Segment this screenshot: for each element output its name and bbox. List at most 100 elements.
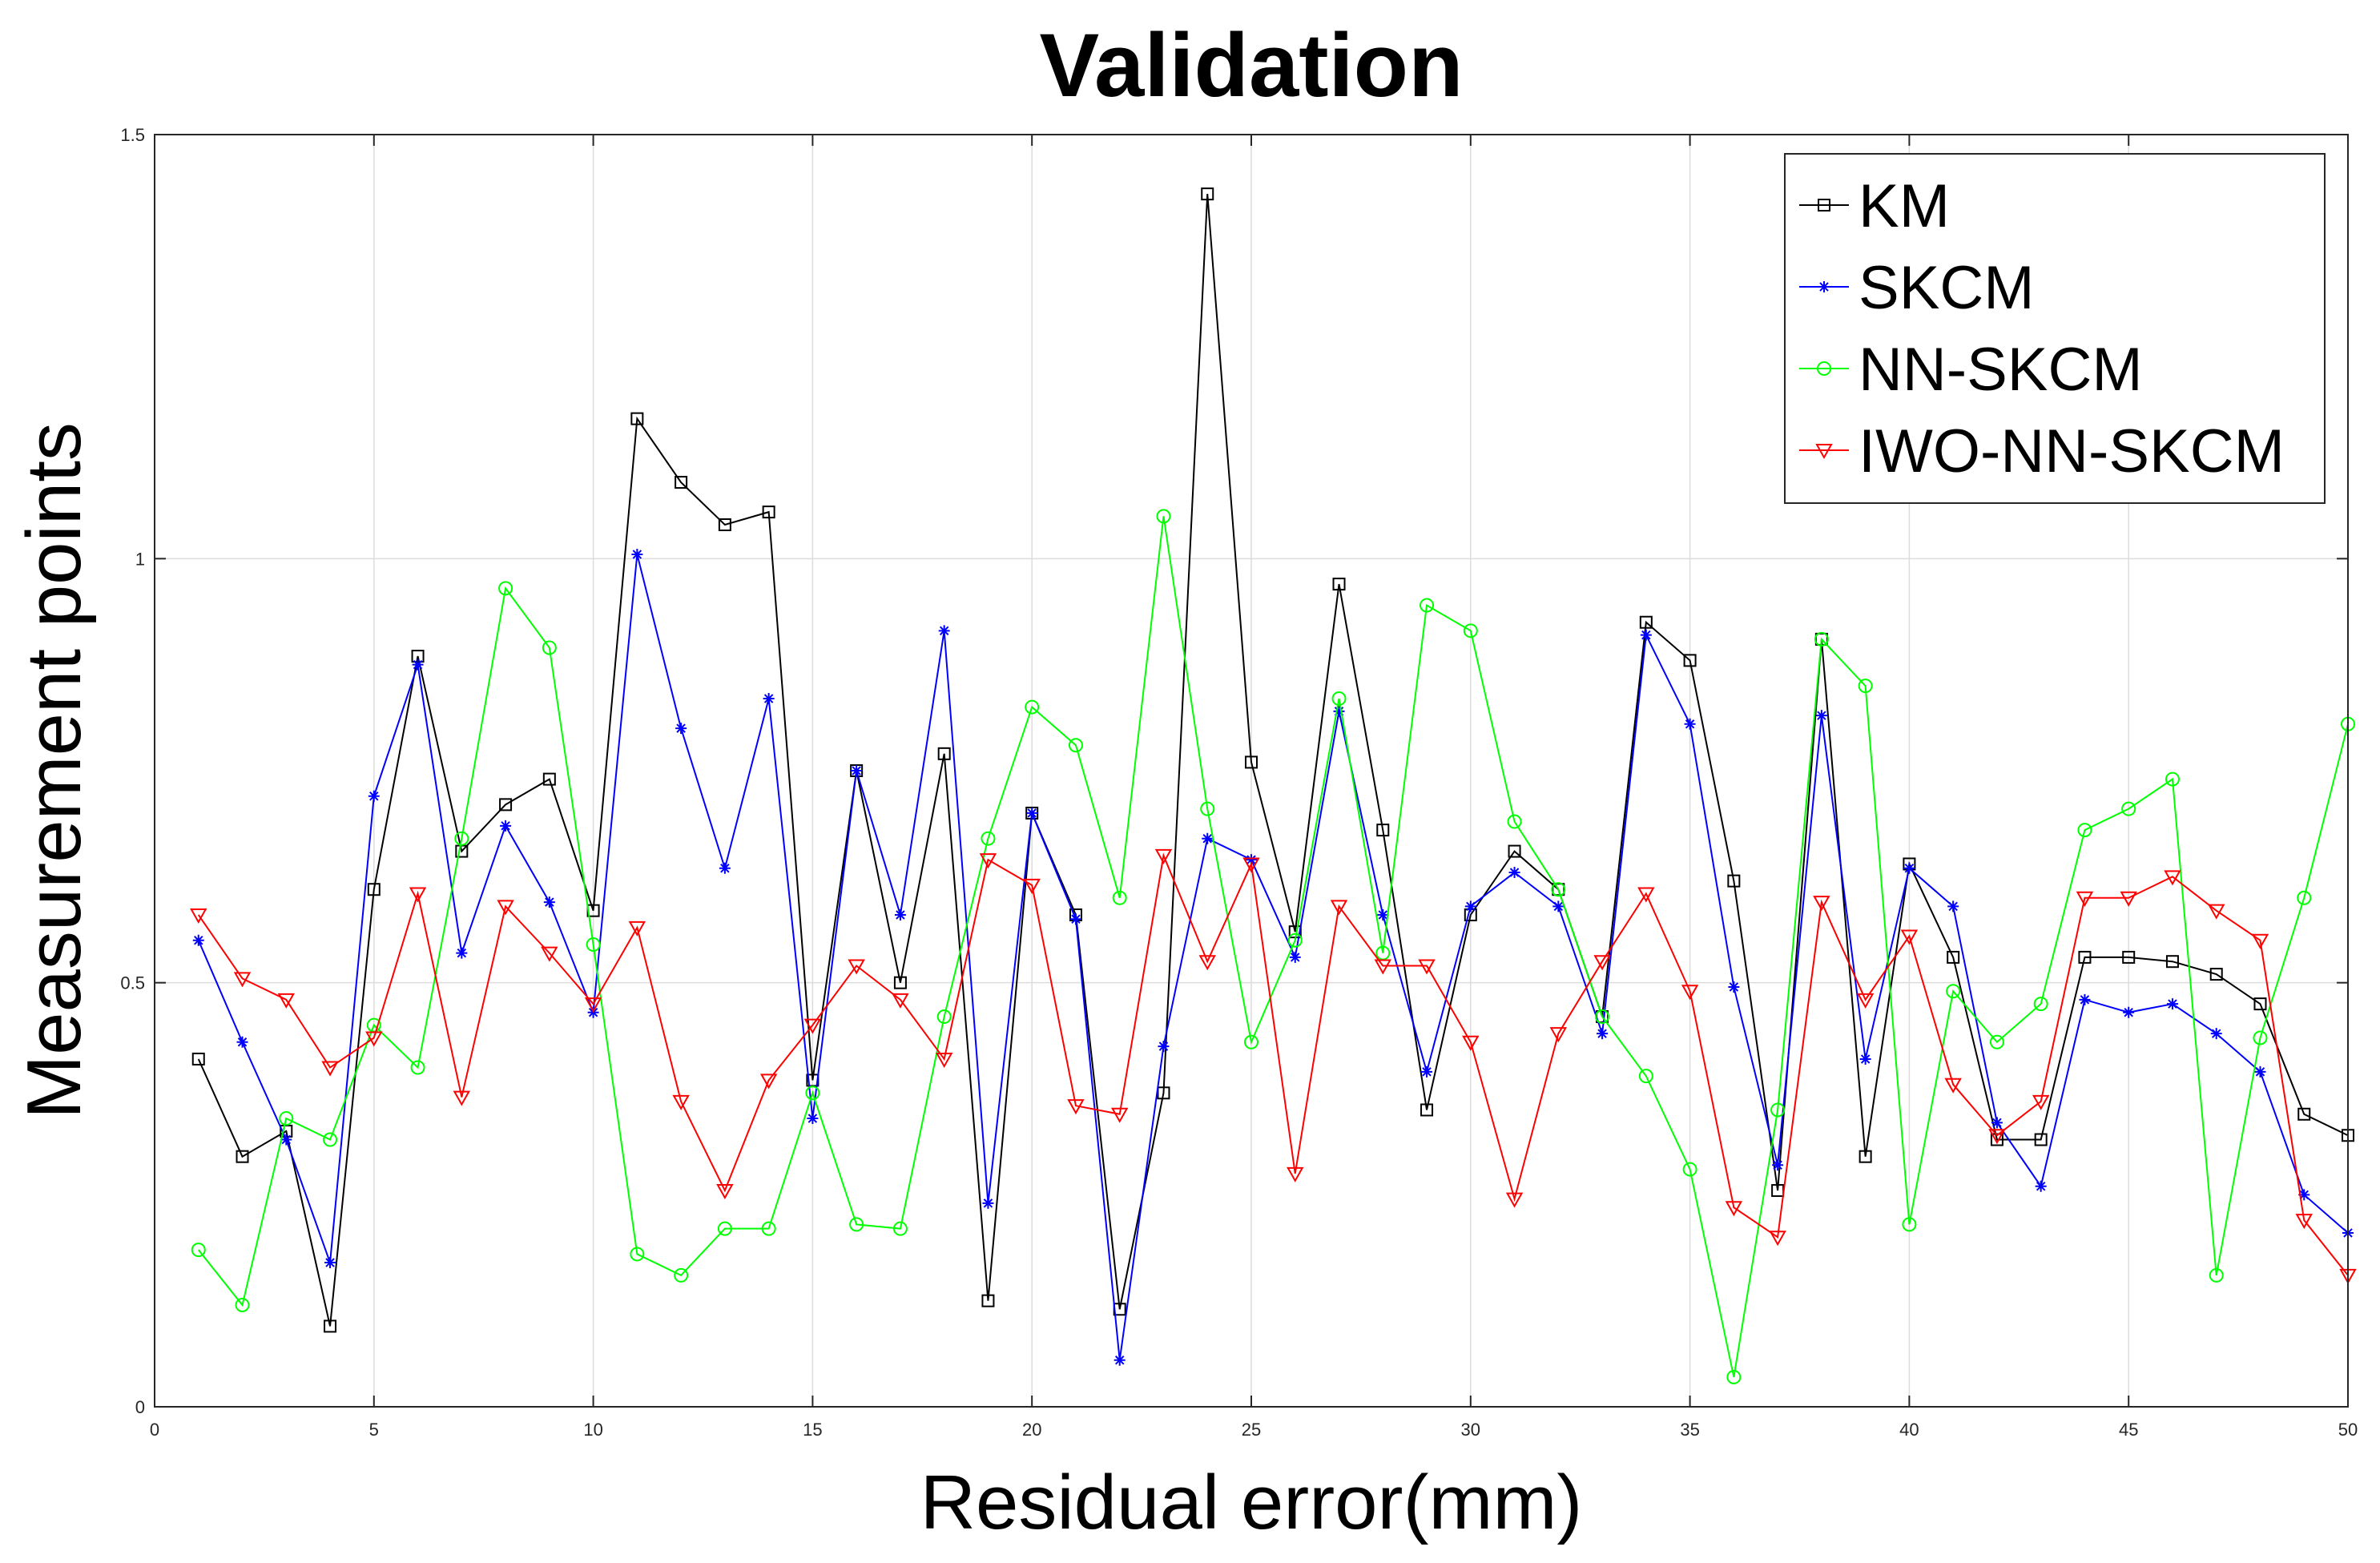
legend-item-iwo-nn-skcm: IWO-NN-SKCM xyxy=(1799,417,2285,485)
data-point-km xyxy=(2209,968,2223,981)
data-point-iwo-nn-skcm xyxy=(1681,985,1699,1001)
data-point-nn-skcm xyxy=(2297,890,2312,905)
data-point-iwo-nn-skcm xyxy=(759,1074,778,1090)
data-point-km xyxy=(981,1294,995,1307)
y-tick-label: 0 xyxy=(135,1397,145,1417)
data-point-iwo-nn-skcm xyxy=(2120,891,2137,907)
data-point-skcm xyxy=(280,1134,292,1146)
y-tick-label: 1.5 xyxy=(120,125,145,145)
data-point-km xyxy=(893,976,907,989)
data-point-km xyxy=(1245,755,1258,769)
legend-item-nn-skcm: NN-SKCM xyxy=(1799,336,2143,404)
legend-label-skcm: SKCM xyxy=(1858,254,2035,322)
data-point-iwo-nn-skcm xyxy=(1067,1099,1085,1115)
data-point-iwo-nn-skcm xyxy=(1856,993,1875,1009)
data-point-iwo-nn-skcm xyxy=(628,920,646,937)
data-point-iwo-nn-skcm xyxy=(1813,896,1830,912)
x-tick-label: 20 xyxy=(1022,1420,1041,1440)
data-point-skcm xyxy=(1903,862,1915,874)
data-point-iwo-nn-skcm xyxy=(1769,1231,1786,1247)
data-point-nn-skcm xyxy=(454,831,469,846)
data-point-km xyxy=(1157,1086,1170,1100)
series-nn-skcm xyxy=(191,509,2355,1384)
data-point-skcm xyxy=(938,625,950,637)
data-point-skcm xyxy=(2254,1065,2266,1078)
data-point-iwo-nn-skcm xyxy=(803,1018,822,1034)
data-point-nn-skcm xyxy=(1507,814,1522,829)
series-line-nn-skcm xyxy=(197,516,2349,1378)
data-point-iwo-nn-skcm xyxy=(1242,857,1260,873)
data-point-nn-skcm xyxy=(1902,1217,1917,1232)
data-point-iwo-nn-skcm xyxy=(1154,848,1173,864)
data-point-skcm xyxy=(1333,705,1345,717)
data-point-iwo-nn-skcm xyxy=(1944,1078,1962,1094)
data-point-km xyxy=(2078,950,2092,964)
data-point-km xyxy=(542,772,556,786)
data-point-km xyxy=(1376,824,1390,837)
data-point-skcm xyxy=(894,908,906,920)
data-point-skcm xyxy=(1421,1065,1433,1078)
data-point-skcm xyxy=(1377,908,1389,920)
x-tick-label: 5 xyxy=(369,1420,379,1440)
data-point-nn-skcm xyxy=(2209,1267,2224,1283)
data-point-km xyxy=(2253,997,2267,1011)
data-point-skcm xyxy=(719,862,731,874)
data-point-skcm xyxy=(2166,998,2178,1010)
data-point-nn-skcm xyxy=(849,1217,864,1232)
data-point-iwo-nn-skcm xyxy=(277,993,295,1009)
data-point-km xyxy=(1727,874,1741,888)
data-point-nn-skcm xyxy=(410,1060,425,1075)
x-tick-label: 35 xyxy=(1680,1420,1699,1440)
y-tick-label: 1 xyxy=(135,549,145,569)
data-point-km xyxy=(324,1319,337,1333)
data-point-km xyxy=(1639,615,1653,629)
series-skcm xyxy=(192,549,2354,1366)
data-point-iwo-nn-skcm xyxy=(1111,1107,1129,1123)
data-point-skcm xyxy=(2079,993,2091,1005)
data-point-nn-skcm xyxy=(630,1247,645,1262)
x-tick-label: 40 xyxy=(1899,1420,1919,1440)
x-tick-label: 30 xyxy=(1461,1420,1480,1440)
series-iwo-nn-skcm xyxy=(190,848,2357,1284)
data-point-nn-skcm xyxy=(191,1243,206,1258)
data-point-nn-skcm xyxy=(1682,1162,1697,1177)
legend-label-km: KM xyxy=(1858,172,1950,240)
legend-item-km: KM xyxy=(1799,172,1950,240)
data-point-km xyxy=(1947,950,1960,964)
data-point-nn-skcm xyxy=(323,1132,338,1147)
data-point-skcm xyxy=(368,790,380,802)
data-point-km xyxy=(499,798,513,812)
data-point-skcm xyxy=(1464,900,1476,912)
legend-marker-iwo-nn-skcm xyxy=(1815,444,1833,460)
data-point-nn-skcm xyxy=(1595,1009,1610,1025)
data-point-iwo-nn-skcm xyxy=(1023,878,1041,894)
data-point-km xyxy=(1508,844,1521,858)
data-point-km xyxy=(1420,1103,1434,1117)
data-point-iwo-nn-skcm xyxy=(1505,1192,1524,1208)
data-point-iwo-nn-skcm xyxy=(979,853,997,869)
data-point-skcm xyxy=(631,549,643,561)
data-point-nn-skcm xyxy=(2165,771,2180,787)
chart-title: Validation xyxy=(1040,15,1464,115)
data-point-skcm xyxy=(807,1113,819,1125)
data-point-iwo-nn-skcm xyxy=(1988,1129,2006,1145)
grid-lines xyxy=(155,135,2348,1407)
data-point-skcm xyxy=(1069,913,1081,925)
data-point-iwo-nn-skcm xyxy=(497,900,514,916)
data-point-nn-skcm xyxy=(1989,1034,2004,1049)
data-point-skcm xyxy=(675,723,687,735)
data-point-km xyxy=(762,506,775,519)
data-point-nn-skcm xyxy=(542,640,557,655)
data-point-nn-skcm xyxy=(2033,997,2048,1012)
data-point-nn-skcm xyxy=(1463,623,1478,638)
data-point-skcm xyxy=(1859,1053,1871,1065)
data-point-skcm xyxy=(982,1197,994,1209)
data-point-nn-skcm xyxy=(1200,801,1215,816)
data-point-skcm xyxy=(1552,900,1565,912)
data-point-nn-skcm xyxy=(1770,1102,1786,1118)
x-tick-label: 50 xyxy=(2338,1420,2358,1440)
data-point-skcm xyxy=(1815,710,1827,722)
data-point-nn-skcm xyxy=(805,1086,820,1101)
data-point-km xyxy=(1332,578,1346,591)
